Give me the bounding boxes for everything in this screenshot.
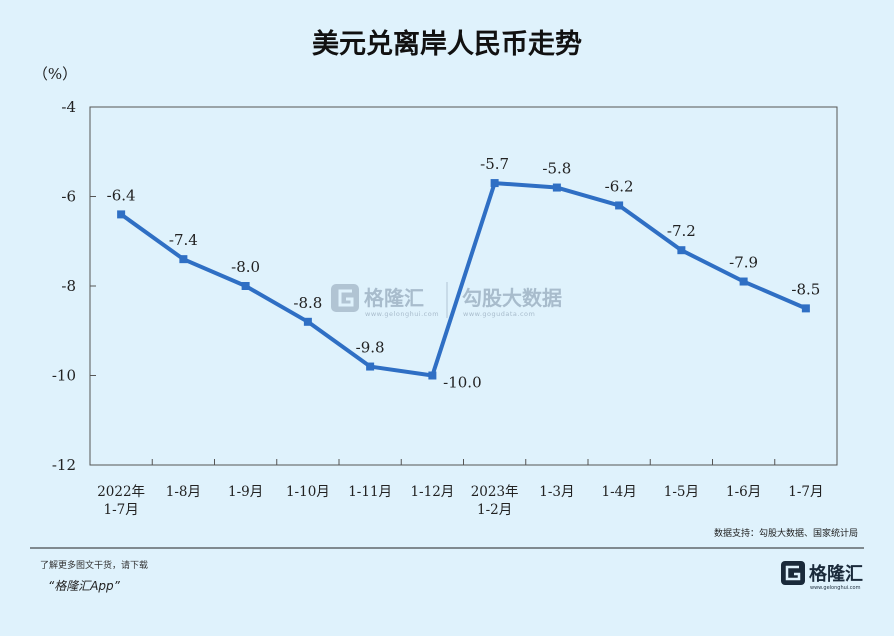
y-tick-label: -12 (52, 456, 76, 474)
x-tick-label: 2022年 (97, 484, 145, 500)
footer-logo-url: www.gelonghui.com (810, 585, 861, 591)
y-tick-label: -8 (61, 277, 76, 295)
watermark-logo-icon (331, 284, 359, 312)
data-label: -8.5 (791, 280, 820, 298)
data-point (677, 246, 686, 255)
data-point (117, 210, 126, 219)
data-label: -7.9 (729, 254, 758, 272)
x-tick-label: 1-3月 (539, 484, 574, 500)
data-label: -8.0 (231, 258, 260, 276)
x-tick-label: 1-9月 (228, 484, 263, 500)
x-tick-label: 1-7月 (788, 484, 823, 500)
y-tick-label: -6 (61, 188, 76, 206)
footer-promo: 了解更多图文干货，请下载 (40, 559, 148, 571)
footer-logo-text: 格隆汇 (809, 563, 863, 585)
x-tick-label: 1-4月 (602, 484, 637, 500)
data-point (241, 282, 250, 290)
y-axis-unit: （%） (33, 65, 77, 83)
data-label: -9.8 (356, 339, 385, 357)
data-point (428, 371, 437, 380)
data-point (303, 317, 312, 326)
series: -6.4 -7.4 -8.0 -8.8 -9.8 -10.0 -5.7 -5.8 -6.2 -7.… (107, 155, 821, 391)
x-tick-label: 1-6月 (726, 484, 761, 500)
data-point (552, 183, 561, 192)
chart-title: 美元兑离岸人民币走势 (312, 28, 582, 60)
data-point (739, 277, 748, 286)
watermark-brand2-url: www.gogudata.com (463, 310, 535, 318)
x-tick-label: 1-8月 (166, 484, 201, 500)
data-label: -6.2 (605, 177, 634, 195)
x-tick-label: 1-2月 (477, 502, 512, 518)
data-point (615, 201, 624, 210)
x-tick-label: 1-10月 (286, 484, 330, 500)
data-label: -5.8 (542, 160, 571, 178)
data-label: -5.7 (480, 155, 509, 173)
data-label: -10.0 (443, 374, 481, 392)
watermark-brand1-url: www.gelonghui.com (365, 310, 439, 318)
series-line (119, 181, 807, 378)
footer-app-name: “格隆汇App” (48, 579, 121, 593)
y-tick-label: -10 (52, 367, 76, 385)
y-axis: -4 -6 -8 -10 -12 (52, 98, 96, 474)
data-label: -8.8 (293, 294, 322, 312)
y-tick-label: -4 (61, 98, 76, 116)
x-axis: 2022年 1-7月 1-8月 1-9月 1-10月 1-11月 1-12月 2023年 1-2… (97, 459, 824, 518)
data-point (366, 362, 375, 371)
data-point (490, 179, 499, 188)
x-tick-label: 1-12月 (410, 484, 454, 500)
x-tick-label: 1-5月 (664, 484, 699, 500)
watermark-brand2: 勾股大数据 (462, 286, 562, 310)
data-point (179, 255, 188, 264)
x-tick-label: 1-7月 (104, 502, 139, 518)
data-label: -7.2 (667, 222, 696, 240)
watermark-brand1: 格隆汇 (364, 286, 424, 310)
source-note: 数据支持：勾股大数据、国家统计局 (714, 527, 858, 539)
gelonghui-logo-icon (781, 561, 805, 585)
data-point (801, 304, 810, 313)
watermark: 格隆汇 www.gelonghui.com 勾股大数据 www.gogudata… (331, 282, 562, 318)
data-label: -7.4 (169, 231, 198, 249)
x-tick-label: 1-11月 (348, 484, 392, 500)
x-tick-label: 2023年 (471, 484, 519, 500)
footer-logo: 格隆汇 www.gelonghui.com (781, 561, 863, 591)
data-label: -6.4 (107, 186, 136, 204)
